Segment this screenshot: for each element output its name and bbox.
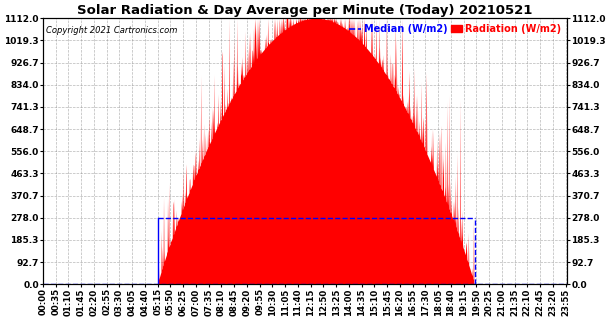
Legend: Median (W/m2), Radiation (W/m2): Median (W/m2), Radiation (W/m2)	[348, 23, 562, 35]
Text: Copyright 2021 Cartronics.com: Copyright 2021 Cartronics.com	[46, 26, 177, 35]
Title: Solar Radiation & Day Average per Minute (Today) 20210521: Solar Radiation & Day Average per Minute…	[77, 4, 533, 17]
